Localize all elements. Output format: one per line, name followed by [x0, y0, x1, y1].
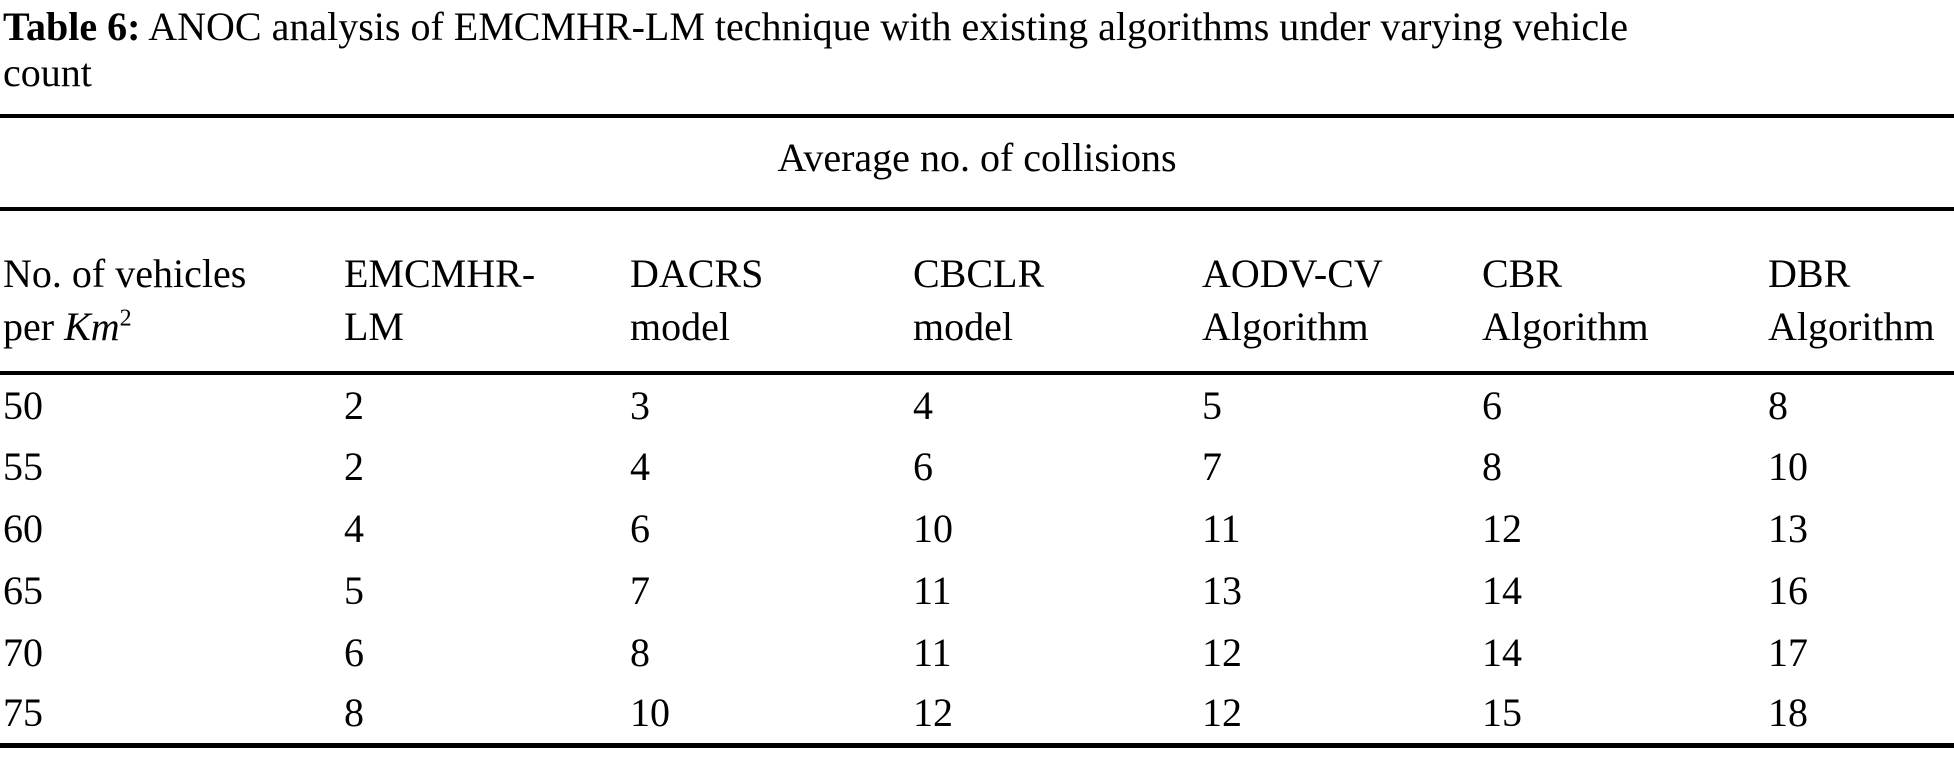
vehicles-cell: 60 [3, 505, 43, 551]
column-header-line1: EMCMHR- [344, 251, 536, 296]
column-header-dbr: DBR Algorithm [1765, 209, 1954, 375]
column-header-line2: model [913, 304, 1013, 349]
vehicles-cell: 75 [0, 683, 341, 748]
value-cell: 13 [1768, 505, 1808, 551]
value-cell: 4 [913, 382, 933, 428]
value-cell: 7 [630, 567, 650, 613]
per-text: per [3, 304, 65, 349]
table-row: 75 8 10 12 12 15 18 [0, 683, 1954, 748]
value-cell: 6 [913, 443, 933, 489]
vehicles-cell: 65 [3, 567, 43, 613]
column-header-line2: LM [344, 304, 404, 349]
value-cell: 14 [1482, 567, 1522, 613]
value-cell: 6 [344, 629, 364, 675]
column-header-line2: model [630, 304, 730, 349]
table-row: 60 4 6 10 11 12 13 [0, 497, 1954, 559]
value-cell: 10 [627, 683, 910, 748]
column-header-vehicles: No. of vehicles per Km2 [0, 209, 341, 375]
column-header-vehicles-line2: per Km2 [3, 300, 341, 353]
vehicles-cell: 50 [3, 382, 43, 428]
value-cell: 14 [1482, 629, 1522, 675]
value-cell: 6 [630, 505, 650, 551]
value-cell: 15 [1479, 683, 1765, 748]
column-header-aodv-cv: AODV-CV Algorithm [1199, 209, 1479, 375]
column-header-line1: CBR [1482, 251, 1563, 296]
value-cell: 11 [1202, 505, 1241, 551]
column-header-line2: Algorithm [1482, 304, 1649, 349]
table-row: 50 2 3 4 5 6 8 [0, 373, 1954, 435]
value-cell: 3 [630, 382, 650, 428]
table-caption: Table 6: ANOC analysis of EMCMHR-LM tech… [0, 0, 1923, 96]
value-cell: 11 [913, 629, 952, 675]
value-cell: 12 [1482, 505, 1522, 551]
value-cell: 18 [1765, 683, 1954, 748]
value-cell: 7 [1202, 443, 1222, 489]
vehicles-cell: 70 [3, 629, 43, 675]
value-cell: 5 [1202, 382, 1222, 428]
km-italic: Km [64, 304, 120, 349]
column-header-line2: Algorithm [1202, 304, 1369, 349]
value-cell: 2 [344, 443, 364, 489]
table-row: 55 2 4 6 7 8 10 [0, 435, 1954, 497]
caption-text: ANOC analysis of EMCMHR-LM technique wit… [148, 4, 1629, 49]
column-header-cbclr: CBCLR model [910, 209, 1199, 375]
value-cell: 8 [1768, 382, 1788, 428]
value-cell: 5 [344, 567, 364, 613]
caption-line-1: Table 6: ANOC analysis of EMCMHR-LM tech… [3, 4, 1923, 50]
value-cell: 4 [630, 443, 650, 489]
value-cell: 16 [1768, 567, 1808, 613]
value-cell: 12 [1199, 683, 1479, 748]
table-row: 65 5 7 11 13 14 16 [0, 559, 1954, 621]
table-body: 50 2 3 4 5 6 8 55 2 4 6 7 8 10 60 4 6 10 11 12 13 65 5 7 11 13 14 1… [0, 373, 1954, 748]
caption-label: Table 6: [3, 4, 141, 49]
caption-line-2: count [3, 50, 92, 95]
column-header-cbr: CBR Algorithm [1479, 209, 1765, 375]
value-cell: 6 [1482, 382, 1502, 428]
value-cell: 12 [1202, 629, 1242, 675]
column-header-line1: DBR [1768, 251, 1851, 296]
table-row: 70 6 8 11 12 14 17 [0, 621, 1954, 683]
value-cell: 8 [630, 629, 650, 675]
value-cell: 8 [1482, 443, 1502, 489]
vehicles-cell: 55 [3, 443, 43, 489]
column-header-line1: CBCLR [913, 251, 1045, 296]
column-header-row: No. of vehicles per Km2 EMCMHR- LM DACRS… [0, 209, 1954, 375]
column-header-emcmhr-lm: EMCMHR- LM [341, 209, 627, 375]
anoc-table: Average no. of collisions No. of vehicle… [0, 114, 1954, 748]
value-cell: 13 [1202, 567, 1242, 613]
value-cell: 4 [344, 505, 364, 551]
column-header-dacrs: DACRS model [627, 209, 910, 375]
value-cell: 17 [1768, 629, 1808, 675]
span-header-row: Average no. of collisions [0, 114, 1954, 211]
value-cell: 8 [341, 683, 627, 748]
value-cell: 11 [913, 567, 952, 613]
column-header-line1: DACRS [630, 251, 764, 296]
value-cell: 12 [910, 683, 1199, 748]
column-header-vehicles-line1: No. of vehicles [3, 251, 247, 296]
value-cell: 10 [1768, 443, 1808, 489]
value-cell: 2 [344, 382, 364, 428]
column-header-line2: Algorithm [1768, 304, 1935, 349]
value-cell: 10 [913, 505, 953, 551]
km-exponent: 2 [119, 305, 132, 332]
column-header-line1: AODV-CV [1202, 251, 1383, 296]
span-header: Average no. of collisions [0, 114, 1954, 211]
